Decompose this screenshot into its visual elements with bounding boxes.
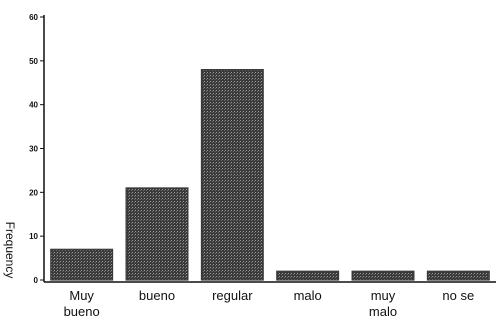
x-tick-label: muy malo bbox=[369, 288, 397, 319]
bar bbox=[125, 187, 189, 281]
axes bbox=[40, 15, 496, 283]
bars bbox=[50, 68, 490, 281]
x-tick-label: bueno bbox=[139, 288, 175, 303]
y-tick-label: 10 bbox=[29, 232, 38, 241]
bar bbox=[351, 270, 415, 281]
y-tick-label: 30 bbox=[29, 145, 38, 154]
labels: 0 10 20 30 40 50 60 Muy bueno bueno regular malo muy… bbox=[29, 13, 474, 319]
bar bbox=[50, 248, 114, 281]
x-tick-label: Muy bueno bbox=[64, 288, 100, 319]
x-tick-label: malo bbox=[294, 288, 322, 303]
y-tick-label: 20 bbox=[29, 188, 38, 197]
bar bbox=[200, 68, 264, 281]
x-tick-label: no se bbox=[442, 288, 474, 303]
y-tick-label: 60 bbox=[29, 13, 38, 22]
y-tick-label: 50 bbox=[29, 57, 38, 66]
bar bbox=[426, 270, 490, 281]
y-axis-title: Frequency bbox=[3, 222, 17, 279]
bar bbox=[276, 270, 340, 281]
x-tick-label: regular bbox=[212, 288, 253, 303]
y-tick-label: 0 bbox=[34, 276, 39, 285]
y-tick-label: 40 bbox=[29, 101, 38, 110]
